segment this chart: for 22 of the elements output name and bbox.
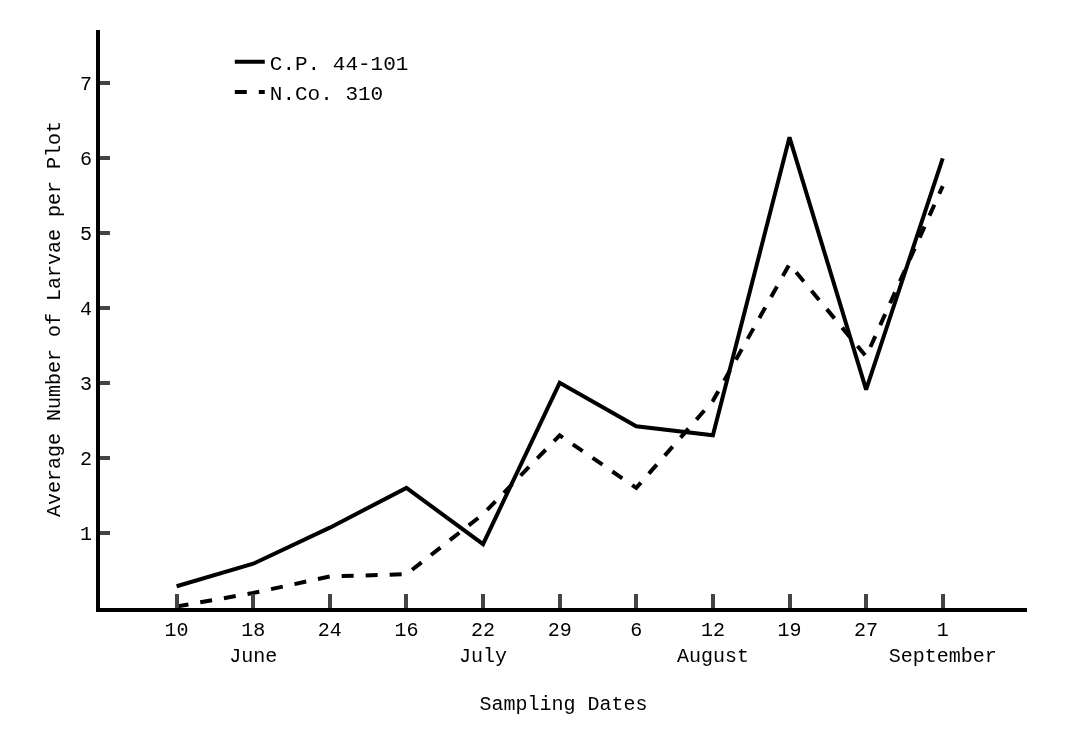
legend-label: N.Co. 310 <box>269 83 384 107</box>
x-tick-label: 22 July <box>459 619 508 668</box>
y-tick-label: 1 <box>79 522 92 546</box>
y-axis-title: Average Number of Larvae per Plot <box>42 120 66 518</box>
x-tick-label: 16 <box>394 619 419 642</box>
x-tick-label: 29 <box>547 619 572 642</box>
y-tick-label: 3 <box>79 372 92 396</box>
y-tick-label: 4 <box>79 297 92 321</box>
x-tick-label: 24 <box>317 619 342 642</box>
x-tick-label: 10 <box>164 619 189 642</box>
y-tick-label: 7 <box>79 72 92 96</box>
x-tick-label: 6 <box>630 619 643 642</box>
x-tick-label: 18 June <box>229 619 278 668</box>
x-axis-title: Sampling Dates <box>479 693 648 716</box>
y-tick-label: 2 <box>79 447 92 471</box>
x-tick-label: 12 August <box>676 619 749 668</box>
y-tick-label: 5 <box>79 222 92 246</box>
x-tick-label: 27 <box>854 619 879 642</box>
legend-label: C.P. 44-101 <box>269 52 409 76</box>
y-tick-label: 6 <box>79 147 92 171</box>
x-tick-label: 1 September <box>888 619 997 668</box>
x-tick-label: 19 <box>777 619 802 642</box>
